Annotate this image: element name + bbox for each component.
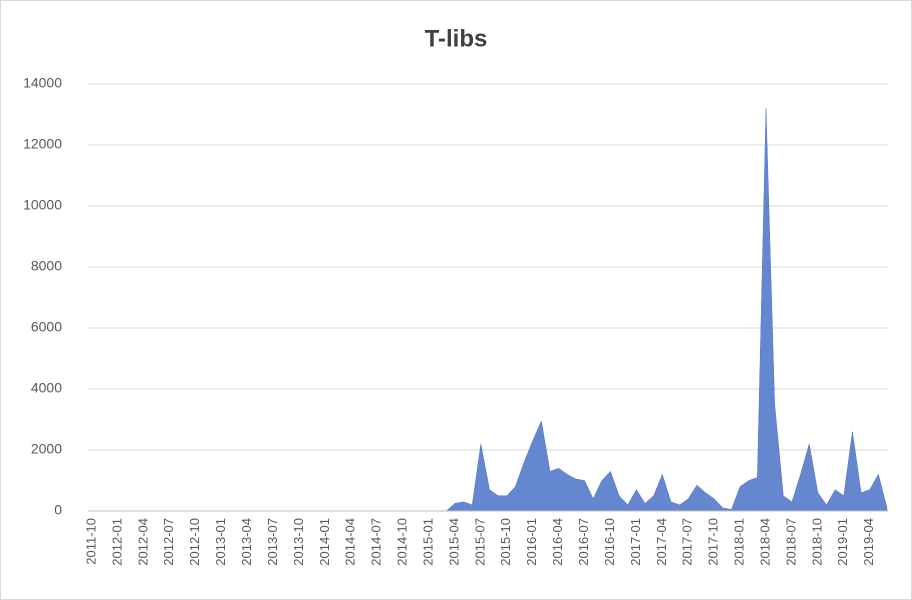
x-tick-label: 2013-10 bbox=[291, 518, 306, 566]
x-tick-label: 2017-04 bbox=[654, 518, 669, 566]
x-tick-label: 2019-01 bbox=[835, 518, 850, 566]
x-tick-label: 2014-04 bbox=[343, 518, 358, 566]
y-tick-label: 0 bbox=[54, 502, 62, 518]
x-tick-label: 2015-01 bbox=[420, 518, 435, 566]
x-tick-label: 2015-10 bbox=[498, 518, 513, 566]
chart-title: T-libs bbox=[425, 25, 488, 52]
x-tick-label: 2014-07 bbox=[369, 518, 384, 566]
x-tick-label: 2012-04 bbox=[135, 518, 150, 566]
x-tick-label: 2018-04 bbox=[757, 518, 772, 566]
x-tick-label: 2017-01 bbox=[628, 518, 643, 566]
x-tick-label: 2012-01 bbox=[109, 518, 124, 566]
x-tick-label: 2017-07 bbox=[680, 518, 695, 566]
x-tick-label: 2017-10 bbox=[706, 518, 721, 566]
x-tick-label: 2016-10 bbox=[602, 518, 617, 566]
x-tick-label: 2019-04 bbox=[861, 518, 876, 566]
x-tick-label: 2013-04 bbox=[239, 518, 254, 566]
y-tick-label: 8000 bbox=[31, 258, 62, 274]
x-tick-label: 2018-01 bbox=[732, 518, 747, 566]
y-tick-label: 10000 bbox=[23, 197, 62, 213]
x-tick-label: 2015-04 bbox=[446, 518, 461, 566]
x-tick-label: 2014-10 bbox=[395, 518, 410, 566]
y-tick-label: 2000 bbox=[31, 441, 62, 457]
x-tick-label: 2013-01 bbox=[213, 518, 228, 566]
y-tick-label: 12000 bbox=[23, 136, 62, 152]
x-tick-label: 2015-07 bbox=[472, 518, 487, 566]
y-tick-label: 4000 bbox=[31, 380, 62, 396]
x-tick-label: 2011-10 bbox=[83, 518, 98, 565]
x-tick-label: 2014-01 bbox=[317, 518, 332, 566]
x-tick-label: 2012-10 bbox=[187, 518, 202, 566]
x-tick-label: 2018-10 bbox=[809, 518, 824, 566]
x-tick-label: 2016-07 bbox=[576, 518, 591, 566]
y-tick-label: 14000 bbox=[23, 75, 62, 91]
x-tick-label: 2012-07 bbox=[161, 518, 176, 566]
x-tick-label: 2016-04 bbox=[550, 518, 565, 566]
x-tick-label: 2016-01 bbox=[524, 518, 539, 566]
x-tick-label: 2018-07 bbox=[783, 518, 798, 566]
x-tick-label: 2013-07 bbox=[265, 518, 280, 566]
y-tick-label: 6000 bbox=[31, 319, 62, 335]
